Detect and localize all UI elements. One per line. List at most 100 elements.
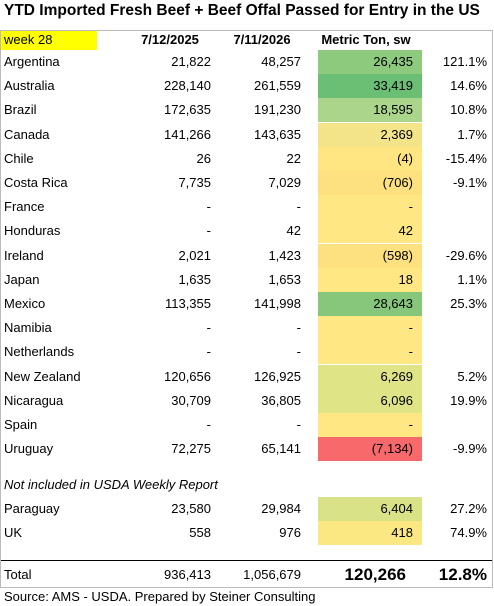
diff-cell xyxy=(318,497,422,521)
country: Honduras xyxy=(4,223,61,239)
value-2025: 172,635 xyxy=(164,102,211,118)
percent-change: 27.2% xyxy=(450,501,487,516)
value-2025: 7,735 xyxy=(178,175,211,190)
value-2026: 191,230 xyxy=(254,102,301,118)
percent-change: -29.6% xyxy=(445,247,487,263)
difference: - xyxy=(408,344,413,360)
country: Nicaragua xyxy=(4,392,64,408)
value-2026: 48,257 xyxy=(261,54,301,69)
country: New Zealand xyxy=(4,368,81,384)
total-percent: 12.8% xyxy=(438,565,487,584)
difference: (598) xyxy=(382,247,413,263)
value-2025: 141,266 xyxy=(164,126,211,142)
difference: 18,595 xyxy=(373,102,413,118)
country: Ireland xyxy=(4,247,44,263)
difference: 418 xyxy=(391,525,413,541)
value-2026: 36,805 xyxy=(261,392,301,408)
country: Uruguay xyxy=(4,441,54,457)
total-2025: 936,413 xyxy=(164,567,211,582)
total-label: Total xyxy=(4,567,32,582)
value-2025: - xyxy=(206,223,211,239)
value-2025: 30,709 xyxy=(171,392,211,408)
value-2026: 141,998 xyxy=(254,296,301,311)
percent-change: 19.9% xyxy=(450,392,487,408)
source: Source: AMS - USDA. Prepared by Steiner … xyxy=(4,589,316,604)
value-2025: - xyxy=(206,320,211,336)
value-2026: 1,423 xyxy=(268,247,301,263)
country: Chile xyxy=(4,150,34,166)
value-2026: - xyxy=(296,320,301,336)
difference: 26,435 xyxy=(373,54,413,69)
percent-change: 121.1% xyxy=(442,54,487,69)
value-2026: 261,559 xyxy=(254,78,301,94)
difference: 6,269 xyxy=(380,368,413,384)
difference: 42 xyxy=(398,223,413,239)
difference: 18 xyxy=(398,271,413,287)
value-2025: - xyxy=(206,199,211,215)
diff-cell xyxy=(318,316,422,341)
diff-cell xyxy=(318,364,422,389)
value-2025: 2,021 xyxy=(178,247,211,263)
country: Namibia xyxy=(4,320,52,336)
value-2026: 29,984 xyxy=(261,501,301,516)
value-2025: 228,140 xyxy=(164,78,211,94)
value-2025: 72,275 xyxy=(171,441,211,457)
diff-cell xyxy=(318,171,422,195)
difference: (4) xyxy=(397,150,413,166)
total-2026: 1,056,679 xyxy=(243,567,301,582)
difference: 6,404 xyxy=(380,501,413,516)
country: Brazil xyxy=(4,102,37,118)
value-2026: 1,653 xyxy=(268,271,301,287)
country: France xyxy=(4,199,45,215)
column-header: 7/11/2026 xyxy=(233,32,291,47)
diff-cell xyxy=(318,146,422,171)
total-rule xyxy=(1,560,492,561)
value-2025: - xyxy=(206,417,211,432)
difference: (7,134) xyxy=(371,441,413,457)
country: Mexico xyxy=(4,296,46,311)
diff-cell xyxy=(318,340,422,365)
diff-cell xyxy=(318,219,422,244)
percent-change: 74.9% xyxy=(450,525,487,541)
difference: (706) xyxy=(382,175,413,190)
country: Argentina xyxy=(4,54,60,69)
difference: 6,096 xyxy=(380,392,413,408)
value-2026: 126,925 xyxy=(254,368,301,384)
value-2025: 26 xyxy=(196,150,211,166)
value-2026: 65,141 xyxy=(261,441,301,457)
value-2025: 558 xyxy=(189,525,211,541)
difference: 2,369 xyxy=(380,126,413,142)
value-2026: - xyxy=(296,417,301,432)
diff-cell xyxy=(318,98,422,123)
difference: - xyxy=(408,417,413,432)
value-2026: 976 xyxy=(279,525,301,541)
percent-change: 25.3% xyxy=(450,296,487,311)
value-2026: 143,635 xyxy=(254,126,301,142)
difference: 33,419 xyxy=(373,78,413,94)
country: Japan xyxy=(4,271,40,287)
week-highlight xyxy=(1,31,97,50)
value-2026: 22 xyxy=(286,150,301,166)
diff-cell xyxy=(318,292,422,316)
value-2025: 1,635 xyxy=(178,271,211,287)
table-frame xyxy=(0,30,493,588)
percent-change: 1.1% xyxy=(457,271,487,287)
percent-change: 5.2% xyxy=(457,368,487,384)
diff-cell xyxy=(318,413,422,437)
value-2025: 21,822 xyxy=(171,54,211,69)
diff-cell xyxy=(318,122,422,147)
country: Spain xyxy=(4,417,38,432)
percent-change: -15.4% xyxy=(445,150,487,166)
value-2025: 120,656 xyxy=(164,368,211,384)
difference: 28,643 xyxy=(373,296,413,311)
percent-change: 1.7% xyxy=(457,126,487,142)
value-2026: 42 xyxy=(286,223,301,239)
diff-cell xyxy=(318,195,422,220)
diff-cell xyxy=(318,50,422,74)
difference: - xyxy=(408,320,413,336)
percent-change: -9.1% xyxy=(453,175,487,190)
diff-cell xyxy=(318,74,422,99)
value-2025: - xyxy=(206,344,211,360)
diff-cell xyxy=(318,388,422,413)
value-2025: 113,355 xyxy=(164,296,211,311)
